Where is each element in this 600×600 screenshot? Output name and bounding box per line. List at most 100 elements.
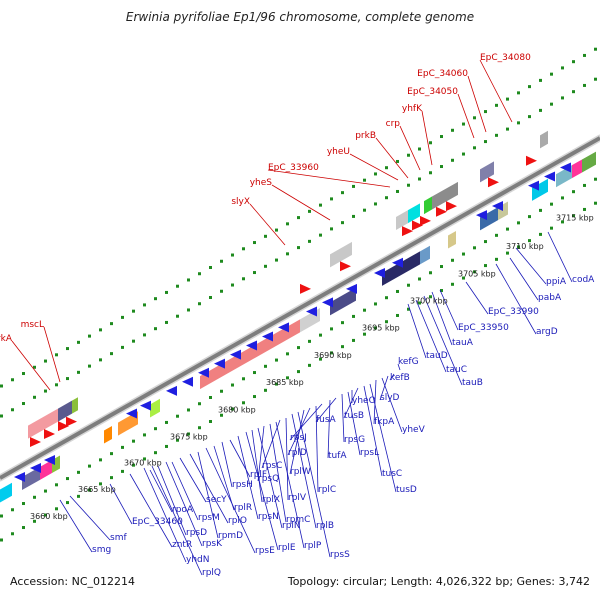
guide-dot bbox=[11, 408, 14, 412]
guide-dot bbox=[0, 384, 3, 388]
guide-dot bbox=[264, 388, 267, 392]
guide-dot bbox=[242, 401, 245, 405]
guide-dot bbox=[539, 232, 542, 236]
gene-label: yheS bbox=[250, 178, 273, 188]
label-leader-line bbox=[285, 417, 289, 501]
label-leader-line bbox=[59, 499, 93, 553]
label-leader-line bbox=[179, 457, 207, 503]
guide-dot bbox=[396, 189, 399, 193]
kbp-tick-label: 3665 kbp bbox=[78, 485, 116, 494]
guide-dot bbox=[473, 246, 476, 250]
guide-dot bbox=[198, 302, 201, 306]
guide-dot bbox=[187, 278, 190, 282]
gene-label: rpmC bbox=[286, 515, 310, 525]
gene-label: yhdN bbox=[186, 555, 209, 565]
guide-dot bbox=[407, 183, 410, 187]
label-leader-line bbox=[381, 377, 403, 433]
gene-label: fkpA bbox=[374, 417, 395, 427]
gene-label: rplV bbox=[288, 493, 307, 503]
guide-dot bbox=[220, 389, 223, 393]
guide-dot bbox=[33, 495, 36, 499]
guide-dot bbox=[165, 444, 168, 448]
reverse-gene-block bbox=[200, 319, 300, 390]
label-leader-line bbox=[249, 203, 286, 246]
kbp-tick-labels: 3660 kbp 3665 kbp 3670 kbp 3675 kbp 3680 kbp… bbox=[30, 214, 594, 521]
reverse-gene-arrow bbox=[30, 462, 41, 473]
guide-dot bbox=[143, 457, 146, 461]
guide-dot bbox=[143, 333, 146, 337]
label-leader-line bbox=[369, 383, 397, 493]
guide-dot bbox=[121, 469, 124, 473]
label-leader-line bbox=[245, 431, 279, 551]
guide-dot bbox=[242, 277, 245, 281]
guide-dot bbox=[66, 377, 69, 381]
guide-dot bbox=[528, 85, 531, 89]
guide-dot bbox=[429, 295, 432, 299]
forward-gene-arrow bbox=[66, 416, 77, 427]
guide-dot bbox=[264, 264, 267, 268]
guide-dot bbox=[121, 345, 124, 349]
guide-dot bbox=[231, 253, 234, 257]
guide-dot bbox=[0, 514, 3, 518]
label-leader-line bbox=[343, 387, 359, 419]
guide-dot bbox=[407, 307, 410, 311]
guide-dot bbox=[385, 196, 388, 200]
gene-label: rplC bbox=[318, 485, 336, 495]
guide-dot bbox=[286, 352, 289, 356]
forward-gene-block bbox=[28, 408, 58, 439]
label-leader-line bbox=[375, 137, 409, 179]
guide-dot bbox=[110, 452, 113, 456]
reverse-gene-arrow bbox=[322, 297, 333, 308]
guide-dot bbox=[517, 121, 520, 125]
guide-dot bbox=[165, 320, 168, 324]
label-leader-line bbox=[315, 397, 337, 423]
guide-dot-lines bbox=[0, 47, 597, 542]
guide-dot bbox=[330, 227, 333, 231]
label-leader-line bbox=[315, 405, 319, 493]
guide-dot bbox=[385, 320, 388, 324]
guide-dot bbox=[583, 83, 586, 87]
guide-dot bbox=[528, 115, 531, 119]
guide-dot bbox=[484, 264, 487, 268]
guide-dot bbox=[319, 203, 322, 207]
label-leader-line bbox=[205, 447, 256, 554]
guide-dot bbox=[396, 289, 399, 293]
forward-gene-block bbox=[424, 196, 432, 215]
label-leader-line bbox=[151, 465, 203, 576]
label-leader-line bbox=[267, 169, 391, 188]
label-leader-line bbox=[479, 59, 513, 123]
gene-label: rpoA bbox=[172, 505, 194, 515]
guide-dot bbox=[198, 402, 201, 406]
guide-dot bbox=[99, 358, 102, 362]
guide-dot bbox=[374, 172, 377, 176]
guide-dot bbox=[561, 66, 564, 70]
guide-dot bbox=[330, 197, 333, 201]
gene-label: rplE bbox=[278, 543, 296, 553]
guide-dot bbox=[209, 395, 212, 399]
guide-dot bbox=[176, 438, 179, 442]
guide-dot bbox=[110, 352, 113, 356]
guide-dot bbox=[275, 382, 278, 386]
forward-gene-block bbox=[396, 210, 408, 230]
reverse-gene-arrow bbox=[198, 367, 209, 378]
guide-dot bbox=[308, 239, 311, 243]
guide-dot bbox=[209, 295, 212, 299]
guide-dot bbox=[462, 152, 465, 156]
gene-label: EpC_33460 bbox=[132, 517, 183, 527]
reverse-gene-arrow bbox=[492, 201, 503, 212]
label-leader-line bbox=[213, 445, 235, 511]
guide-dot bbox=[44, 489, 47, 493]
label-leader-line bbox=[399, 125, 421, 171]
gene-label: yheV bbox=[402, 425, 426, 435]
guide-dot bbox=[22, 502, 25, 506]
guide-dot bbox=[572, 214, 575, 218]
guide-dot bbox=[572, 90, 575, 94]
guide-dot bbox=[143, 303, 146, 307]
guide-dot bbox=[22, 372, 25, 376]
guide-dot bbox=[165, 420, 168, 424]
forward-gene-arrow bbox=[44, 429, 55, 440]
label-leader-line bbox=[237, 435, 259, 520]
gene-label: pabA bbox=[538, 293, 562, 303]
